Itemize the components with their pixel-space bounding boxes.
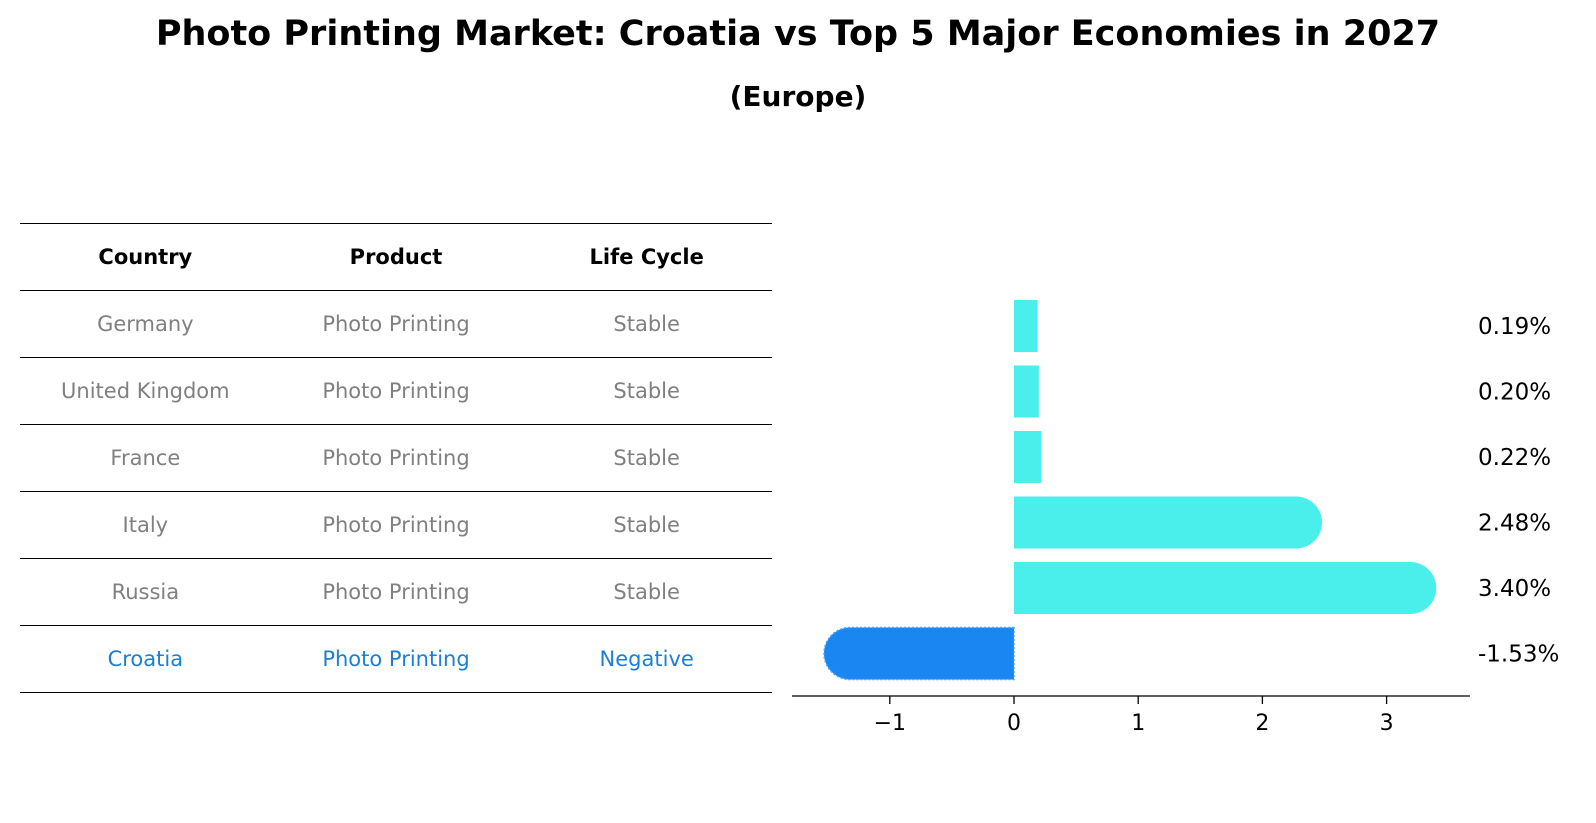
bar-italy <box>1014 496 1323 549</box>
x-tick-label: 1 <box>1131 711 1145 736</box>
data-label: 0.19% <box>1478 314 1551 340</box>
x-tick-label: 0 <box>1007 711 1021 736</box>
bar-croatia <box>823 626 1015 681</box>
product-cell: Photo Printing <box>322 580 470 604</box>
country-cell: Germany <box>97 312 194 336</box>
data-label: 3.40% <box>1478 576 1551 602</box>
life-cycle-cell: Stable <box>613 379 680 403</box>
product-cell: Photo Printing <box>322 513 470 537</box>
product-cell: Photo Printing <box>322 446 470 470</box>
product-cell: Photo Printing <box>322 312 470 336</box>
country-cell: United Kingdom <box>61 379 230 403</box>
product-cell: Photo Printing <box>322 379 470 403</box>
bar-russia <box>1014 562 1437 614</box>
header-life-cycle: Life Cycle <box>589 245 704 269</box>
country-cell: Russia <box>111 580 180 604</box>
life-cycle-cell: Stable <box>613 446 680 470</box>
bar-france <box>1014 431 1042 483</box>
comparison-table: Country Product Life Cycle Germany Photo… <box>20 223 772 693</box>
country-cell: Croatia <box>107 647 184 671</box>
header-product: Product <box>349 245 443 269</box>
product-cell: Photo Printing <box>322 647 470 671</box>
table-row: France Photo Printing Stable <box>20 424 772 491</box>
table-row: Russia Photo Printing Stable <box>20 558 772 625</box>
data-label: 0.20% <box>1478 380 1551 406</box>
chart-title: Photo Printing Market: Croatia vs Top 5 … <box>155 14 1441 54</box>
bar-germany <box>1014 300 1038 352</box>
table-row-highlighted: Croatia Photo Printing Negative <box>20 625 772 693</box>
header-country: Country <box>98 245 193 269</box>
life-cycle-cell: Negative <box>599 647 694 671</box>
bar-united-kingdom <box>1014 365 1039 418</box>
life-cycle-cell: Stable <box>613 513 680 537</box>
data-label: 2.48% <box>1478 511 1551 537</box>
life-cycle-cell: Stable <box>613 580 680 604</box>
table-row: Germany Photo Printing Stable <box>20 290 772 357</box>
x-tick-label: 2 <box>1255 711 1269 736</box>
data-label: -1.53% <box>1478 642 1559 668</box>
table-header-row: Country Product Life Cycle <box>20 223 772 290</box>
table-row: Italy Photo Printing Stable <box>20 491 772 558</box>
x-tick-label: 3 <box>1380 711 1394 736</box>
x-tick-label: −1 <box>874 711 906 736</box>
table-row: United Kingdom Photo Printing Stable <box>20 357 772 424</box>
data-label: 0.22% <box>1478 445 1551 471</box>
life-cycle-cell: Stable <box>613 312 680 336</box>
country-cell: France <box>110 446 181 470</box>
country-cell: Italy <box>122 513 169 537</box>
chart-subtitle: (Europe) <box>729 80 867 113</box>
